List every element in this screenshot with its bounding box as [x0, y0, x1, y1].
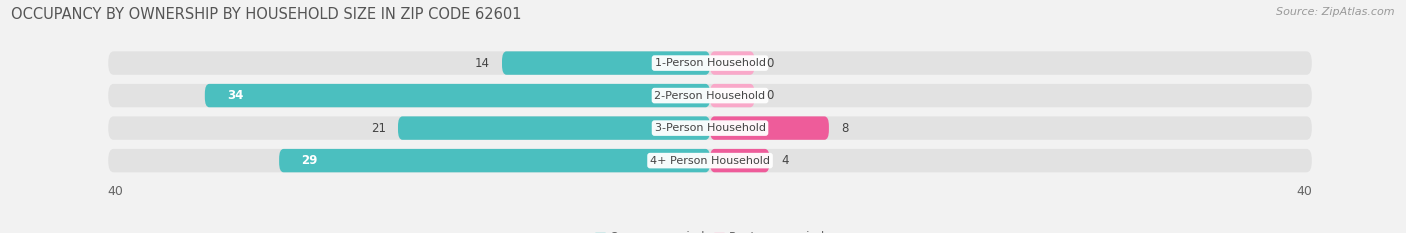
Text: 2-Person Household: 2-Person Household — [654, 91, 766, 101]
Text: 34: 34 — [228, 89, 243, 102]
Text: 4: 4 — [782, 154, 789, 167]
FancyBboxPatch shape — [108, 116, 1312, 140]
Text: 1-Person Household: 1-Person Household — [655, 58, 765, 68]
Text: OCCUPANCY BY OWNERSHIP BY HOUSEHOLD SIZE IN ZIP CODE 62601: OCCUPANCY BY OWNERSHIP BY HOUSEHOLD SIZE… — [11, 7, 522, 22]
FancyBboxPatch shape — [710, 116, 830, 140]
FancyBboxPatch shape — [398, 116, 710, 140]
FancyBboxPatch shape — [205, 84, 710, 107]
Text: 0: 0 — [766, 57, 773, 70]
FancyBboxPatch shape — [108, 84, 1312, 107]
Text: 14: 14 — [475, 57, 491, 70]
Text: 3-Person Household: 3-Person Household — [655, 123, 765, 133]
Text: 21: 21 — [371, 122, 387, 135]
Text: 0: 0 — [766, 89, 773, 102]
FancyBboxPatch shape — [502, 51, 710, 75]
Text: Source: ZipAtlas.com: Source: ZipAtlas.com — [1277, 7, 1395, 17]
FancyBboxPatch shape — [710, 51, 755, 75]
FancyBboxPatch shape — [280, 149, 710, 172]
FancyBboxPatch shape — [108, 149, 1312, 172]
FancyBboxPatch shape — [710, 149, 769, 172]
Text: 29: 29 — [301, 154, 318, 167]
Legend: Owner-occupied, Renter-occupied: Owner-occupied, Renter-occupied — [591, 226, 830, 233]
FancyBboxPatch shape — [710, 84, 755, 107]
FancyBboxPatch shape — [108, 51, 1312, 75]
Text: 8: 8 — [841, 122, 848, 135]
Text: 4+ Person Household: 4+ Person Household — [650, 156, 770, 166]
